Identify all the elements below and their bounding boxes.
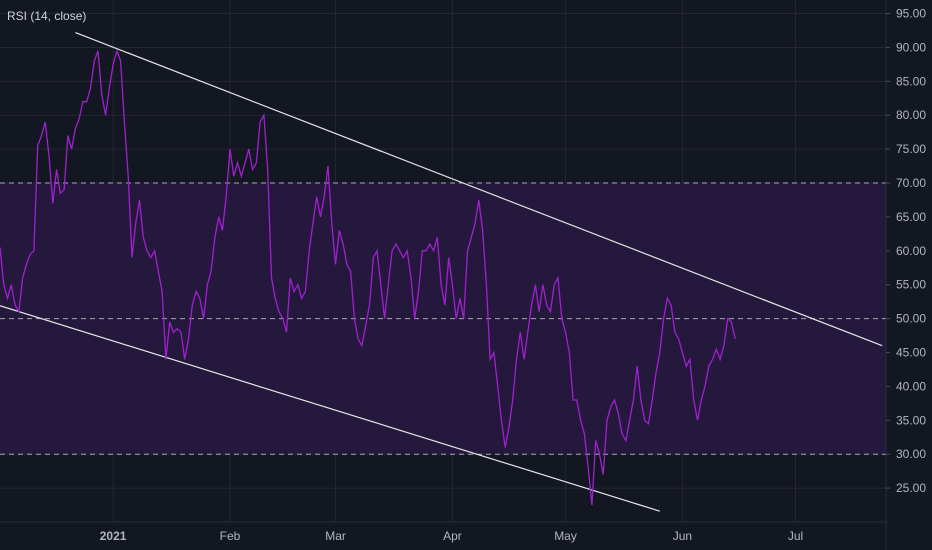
y-tick-label: 60.00: [896, 244, 926, 258]
x-tick-label: Mar: [325, 529, 346, 543]
y-tick-label: 80.00: [896, 108, 926, 122]
trendline-lower: [0, 305, 660, 512]
y-tick-label: 40.00: [896, 379, 926, 393]
x-tick-label: Jun: [673, 529, 692, 543]
y-tick-label: 95.00: [896, 7, 926, 21]
x-tick-label: Jul: [788, 529, 803, 543]
y-tick-label: 75.00: [896, 142, 926, 156]
x-tick-label: Feb: [220, 529, 241, 543]
y-tick-label: 65.00: [896, 210, 926, 224]
rsi-line: [0, 48, 736, 506]
y-tick-label: 70.00: [896, 176, 926, 190]
y-tick-label: 90.00: [896, 40, 926, 54]
y-tick-label: 35.00: [896, 413, 926, 427]
y-tick-label: 30.00: [896, 447, 926, 461]
indicator-label[interactable]: RSI (14, close): [7, 9, 87, 23]
y-tick-label: 25.00: [896, 481, 926, 495]
price-axis[interactable]: 95.00 90.00 85.00 80.00 75.00 70.00 65.00 60.00…: [886, 7, 926, 496]
y-tick-label: 85.00: [896, 74, 926, 88]
x-tick-label: 2021: [100, 529, 127, 543]
x-tick-label: May: [554, 529, 577, 543]
y-tick-label: 50.00: [896, 312, 926, 326]
x-tick-label: Apr: [443, 529, 462, 543]
rsi-levels: [0, 182, 886, 455]
trendlines: [0, 31, 883, 512]
y-tick-label: 45.00: [896, 346, 926, 360]
time-axis[interactable]: 2021 Feb Mar Apr May Jun Jul: [100, 529, 803, 543]
y-tick-label: 55.00: [896, 278, 926, 292]
trendline-upper: [75, 31, 883, 347]
